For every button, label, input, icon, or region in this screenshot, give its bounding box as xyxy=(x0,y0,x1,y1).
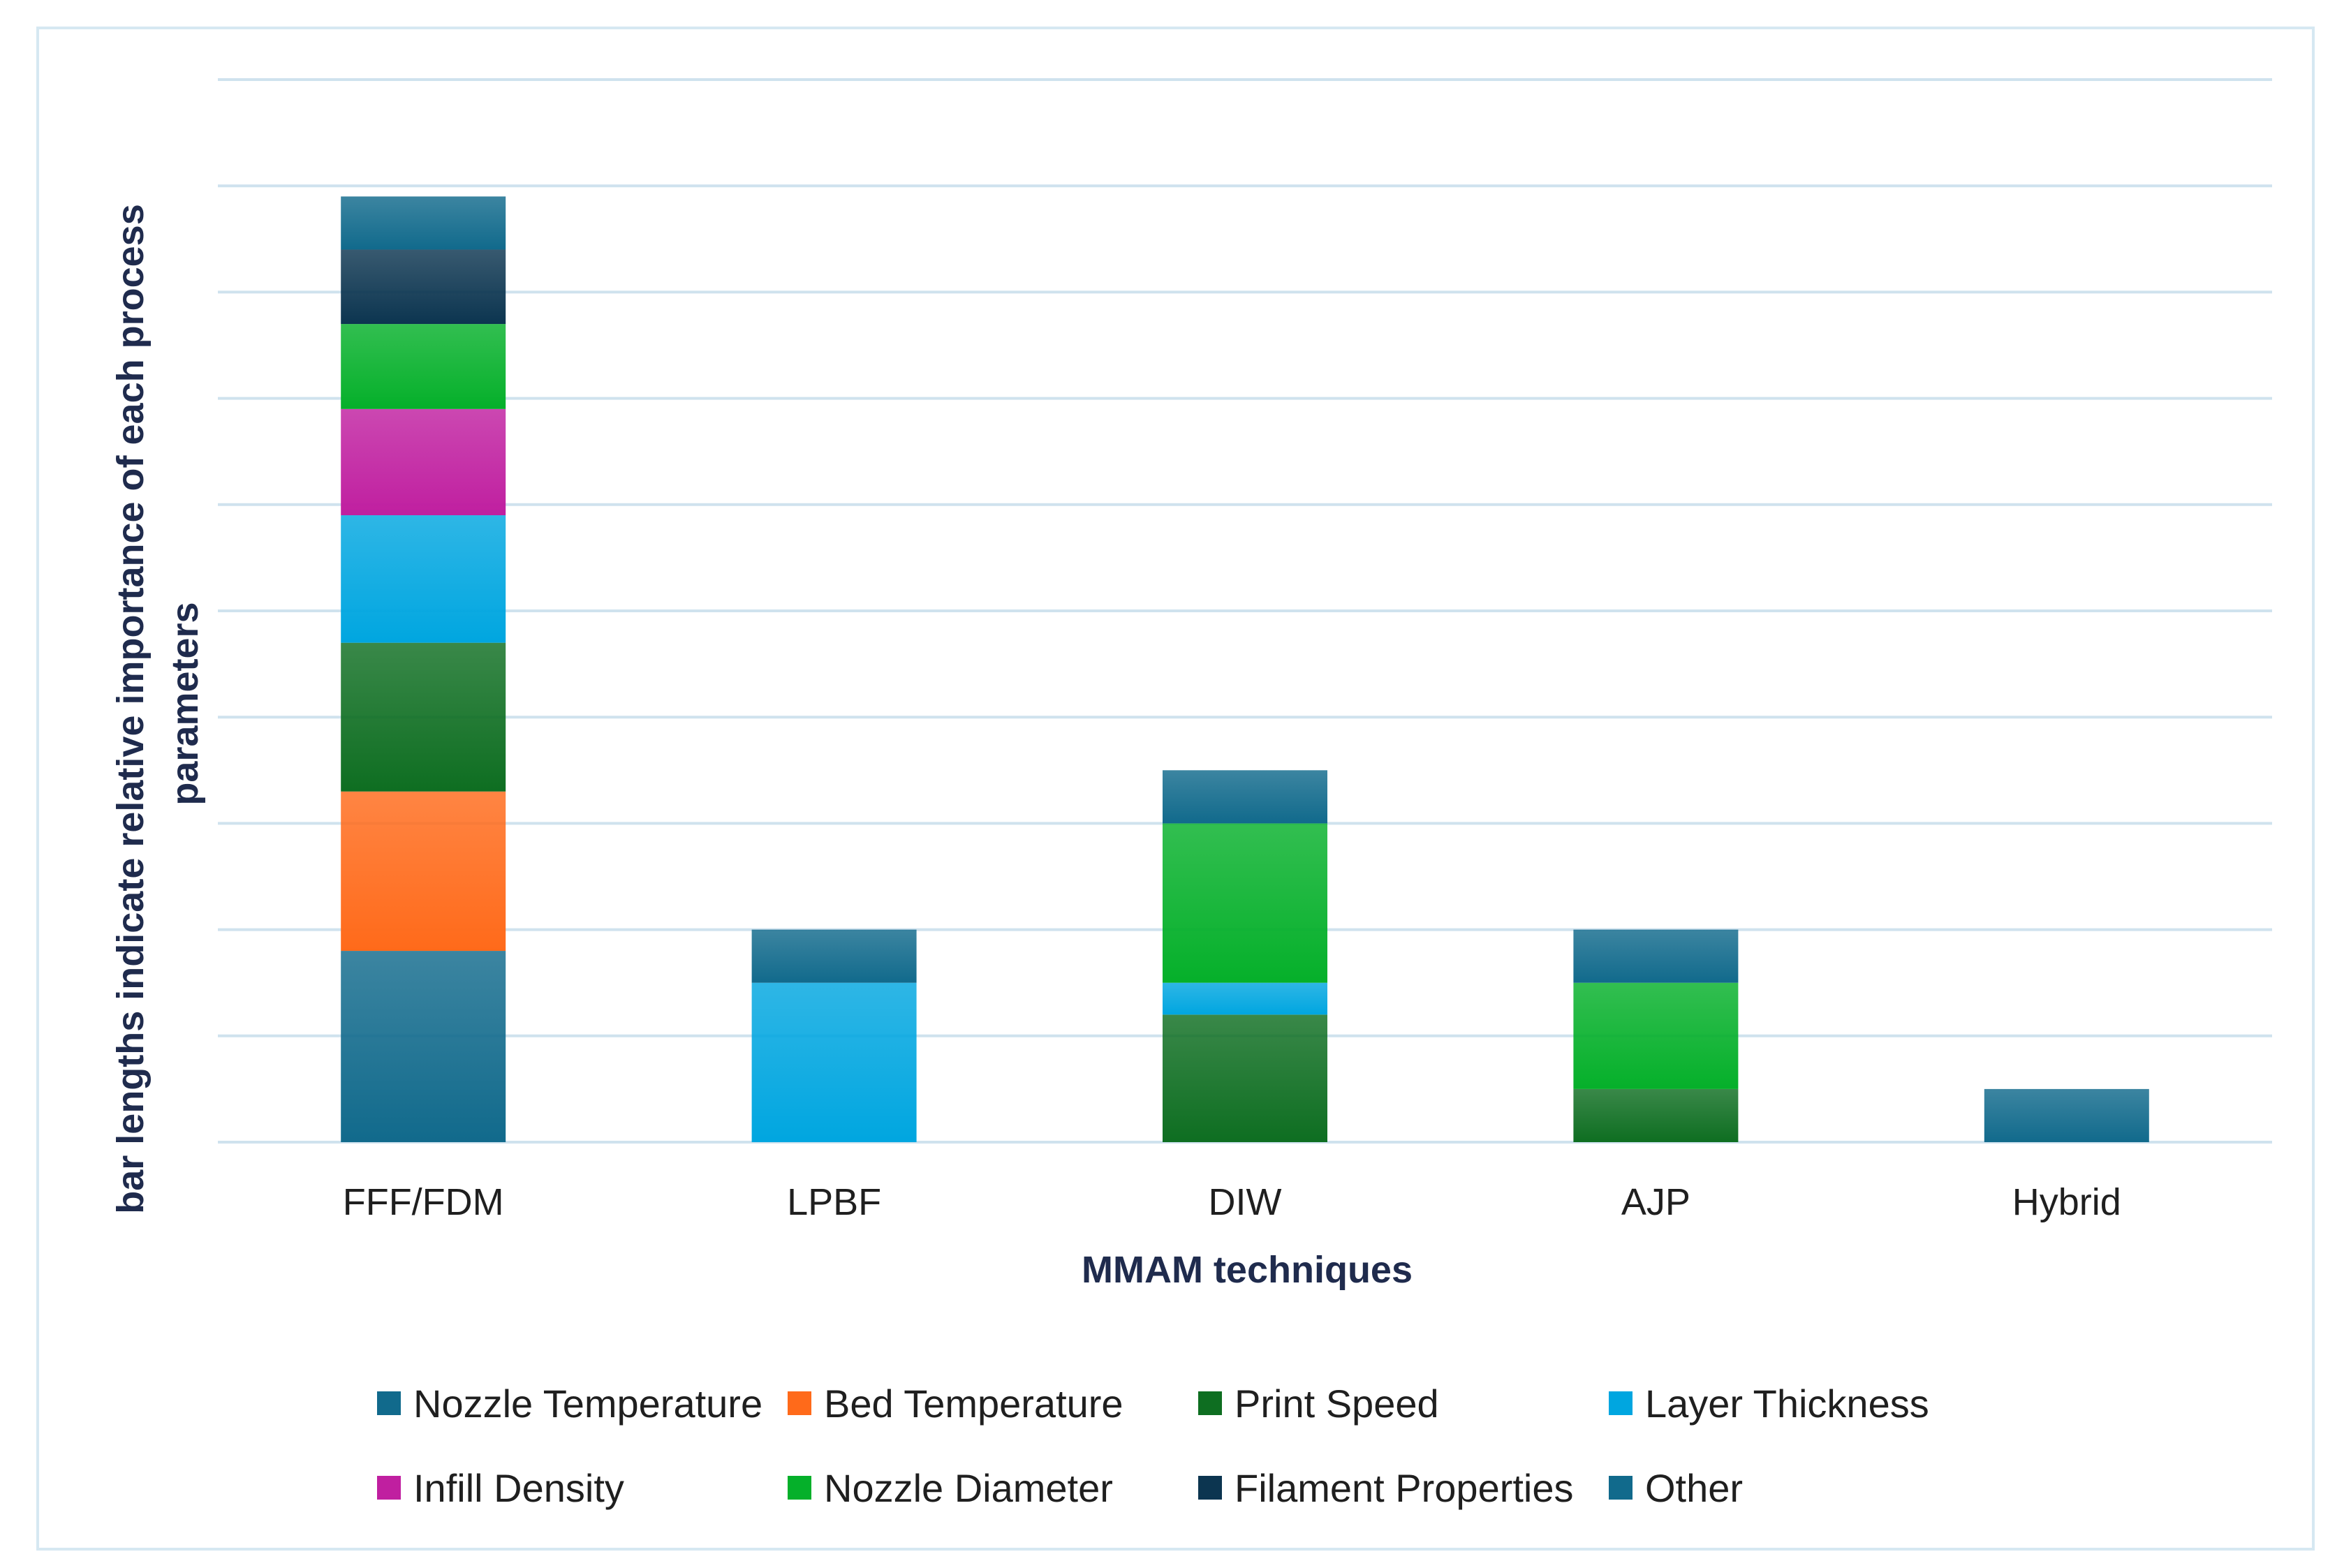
bars xyxy=(341,196,2149,1142)
bar-segment xyxy=(341,249,506,325)
x-axis-title: MMAM techniques xyxy=(1082,1249,1413,1291)
legend-label: Filament Properties xyxy=(1235,1466,1574,1510)
legend-item: Layer Thickness xyxy=(1609,1382,1929,1426)
bar-segment xyxy=(341,951,506,1142)
bar-segment xyxy=(341,791,506,952)
bar-segment xyxy=(1573,982,1739,1089)
legend-item: Nozzle Diameter xyxy=(788,1466,1113,1510)
legend-item: Filament Properties xyxy=(1198,1466,1574,1510)
legend-item: Nozzle Temperature xyxy=(377,1382,762,1426)
legend-swatch xyxy=(788,1476,811,1500)
bar-segment xyxy=(341,324,506,409)
y-axis-title-line-2: parameters xyxy=(164,602,206,805)
legend-swatch xyxy=(1609,1476,1633,1500)
legend-label: Nozzle Temperature xyxy=(413,1382,762,1426)
x-tick-label: LPBF xyxy=(787,1181,881,1223)
legend-item: Infill Density xyxy=(377,1466,624,1510)
legend-item: Print Speed xyxy=(1198,1382,1439,1426)
legend-label: Layer Thickness xyxy=(1645,1382,1929,1426)
legend-swatch xyxy=(377,1476,401,1500)
x-tick-labels: FFF/FDM LPBF DIW AJP Hybrid xyxy=(343,1181,2121,1223)
bar-segment xyxy=(341,196,506,250)
legend-label: Nozzle Diameter xyxy=(824,1466,1113,1510)
bar-segment xyxy=(1163,823,1327,983)
legend-swatch xyxy=(788,1391,811,1415)
x-tick-label: DIW xyxy=(1209,1181,1282,1223)
bar-segment xyxy=(751,982,917,1142)
legend-item: Bed Temperature xyxy=(788,1382,1123,1426)
legend-label: Other xyxy=(1645,1466,1743,1510)
x-tick-label: Hybrid xyxy=(2012,1181,2121,1223)
bar-segment xyxy=(1984,1088,2149,1142)
bar-segment xyxy=(1573,929,1739,983)
legend-swatch xyxy=(1609,1391,1633,1415)
legend-item: Other xyxy=(1609,1466,1743,1510)
legend-swatch xyxy=(1198,1476,1222,1500)
legend: Nozzle Temperature Bed Temperature Print S… xyxy=(377,1382,1929,1510)
bar-segment xyxy=(1573,1088,1739,1142)
legend-label: Bed Temperature xyxy=(824,1382,1123,1426)
gridlines xyxy=(218,78,2272,1144)
bar-segment xyxy=(341,408,506,516)
legend-swatch xyxy=(377,1391,401,1415)
bar-segment xyxy=(341,642,506,792)
bar-segment xyxy=(1163,770,1327,824)
y-axis-title: bar lengths indicate relative importance… xyxy=(110,193,206,1214)
legend-swatch xyxy=(1198,1391,1222,1415)
bar-segment xyxy=(1163,982,1327,1015)
y-axis-title-line-1: bar lengths indicate relative importance… xyxy=(110,204,152,1213)
bar-segment xyxy=(751,929,917,983)
bar-segment xyxy=(1163,1014,1327,1142)
x-tick-label: AJP xyxy=(1621,1181,1690,1223)
bar-segment xyxy=(341,515,506,643)
legend-label: Print Speed xyxy=(1235,1382,1439,1426)
legend-label: Infill Density xyxy=(413,1466,624,1510)
x-tick-label: FFF/FDM xyxy=(343,1181,504,1223)
